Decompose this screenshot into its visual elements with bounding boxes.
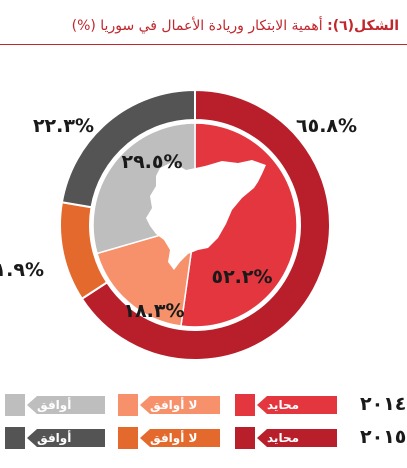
- legend-year: ٢٠١٤: [360, 393, 407, 415]
- slice-outer-0: [80, 88, 331, 361]
- chart-title: الشكل(٦): أهمية الابتكار وريادة الأعمال …: [72, 18, 399, 34]
- legend-item: أوافق: [5, 394, 105, 416]
- outer-ring-2015: [59, 88, 331, 361]
- legend-swatch: [118, 427, 138, 449]
- data-label-inner-2: ٢٩.٥%: [121, 151, 182, 173]
- legend-label: أوافق: [27, 429, 105, 447]
- title-divider: [0, 44, 407, 45]
- data-label-outer-2: ٢٢.٣%: [33, 115, 94, 137]
- syria-map-silhouette: [146, 160, 266, 270]
- data-label-outer-1: ١١.٩%: [0, 259, 44, 281]
- legend-label: أوافق: [27, 396, 105, 414]
- legend-item: لا أوافق: [118, 427, 220, 449]
- legend-label: لا أوافق: [140, 396, 220, 414]
- legend-label: محايد: [257, 429, 337, 447]
- legend-year: ٢٠١٥: [360, 426, 407, 448]
- legend-swatch: [235, 394, 255, 416]
- legend-item: محايد: [235, 394, 337, 416]
- chart-labels: ٥٢.٢% ١٨.٣% ٢٩.٥% ٦٥.٨% ١١.٩% ٢٢.٣%: [0, 115, 357, 322]
- legend-swatch: [118, 394, 138, 416]
- data-label-inner-1: ١٨.٣%: [123, 300, 184, 322]
- figure-caption: أهمية الابتكار وريادة الأعمال في سوريا (…: [71, 18, 323, 34]
- data-label-outer-0: ٦٥.٨%: [296, 115, 357, 137]
- slice-outer-2: [60, 88, 196, 209]
- legend-item: لا أوافق: [118, 394, 220, 416]
- legend-item: محايد: [235, 427, 337, 449]
- legend-swatch: [235, 427, 255, 449]
- legend-item: أوافق: [5, 427, 105, 449]
- legend-swatch: [5, 394, 25, 416]
- donut-chart: ٥٢.٢% ١٨.٣% ٢٩.٥% ٦٥.٨% ١١.٩% ٢٢.٣%: [0, 88, 357, 361]
- data-label-inner-0: ٥٢.٢%: [211, 266, 272, 288]
- legend-label: لا أوافق: [140, 429, 220, 447]
- legend-label: محايد: [257, 396, 337, 414]
- legend-swatch: [5, 427, 25, 449]
- figure-number: الشكل(٦):: [327, 18, 399, 34]
